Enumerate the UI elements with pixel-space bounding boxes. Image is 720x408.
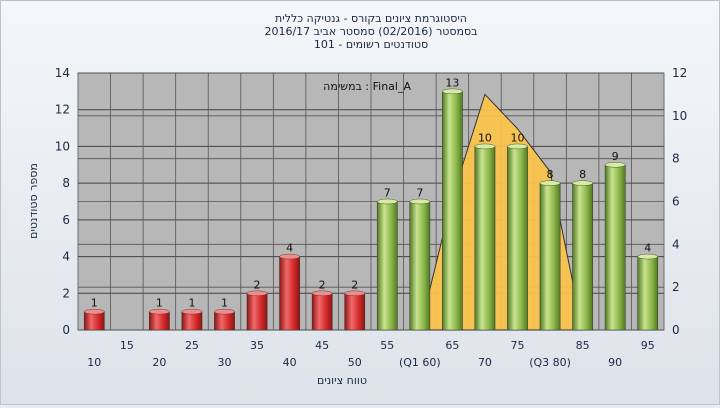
x-tick-label: 65 [445,339,459,352]
right-y-axis: 0 2 4 6 8 10 12 [672,66,687,337]
y-axis-title: מספר סטודנטים [27,163,40,239]
x-tick-label: (Q1 60) [399,356,441,369]
left-tick-label: 8 [62,176,70,190]
data-label-10: 1 [91,297,98,310]
data-label-80: 8 [547,168,554,181]
bar-cap-95 [637,253,659,260]
bar-75 [507,146,528,331]
data-label-90: 9 [612,150,619,163]
bar-10 [83,311,105,331]
x-tick-label: 35 [250,339,264,352]
data-label-55: 7 [384,187,391,200]
bar-cap-75 [507,143,528,150]
bar-cap-40 [279,253,300,260]
data-label-20: 1 [156,297,163,310]
x-tick-label: 40 [283,356,297,369]
data-label-45: 2 [319,278,326,291]
x-axis-title: טווח ציונים [317,374,367,387]
bar-cap-50 [344,290,366,296]
bar-cap-55 [376,198,398,205]
data-label-40: 4 [286,242,293,255]
bars [83,88,659,331]
left-tick-label: 6 [62,213,70,227]
x-tick-label: (Q3 80) [529,356,571,369]
x-tick-label: 25 [185,339,199,352]
right-tick-label: 2 [672,280,680,294]
x-tick-label: 95 [641,339,655,352]
left-tick-label: 12 [55,103,70,117]
data-label-35: 2 [254,278,261,291]
data-label-95: 4 [644,242,651,255]
data-label-65: 13 [445,76,459,89]
bar-90 [604,164,626,331]
left-tick-label: 14 [55,66,70,80]
bar-40 [279,256,300,331]
data-label-50: 2 [351,278,358,291]
right-tick-label: 8 [672,152,680,166]
left-tick-label: 2 [62,286,70,300]
x-tick-label: 50 [348,356,362,369]
right-tick-label: 12 [672,66,687,80]
data-label-60: 7 [416,187,423,200]
x-tick-label: 70 [478,356,492,369]
bar-cap-35 [246,290,268,296]
bar-60 [409,201,431,331]
bar-cap-80 [539,180,561,186]
bar-cap-10 [83,308,105,315]
bar-50 [344,293,366,331]
left-tick-label: 0 [62,323,70,337]
bar-55 [376,201,398,331]
x-tick-label: 75 [511,339,525,352]
left-tick-label: 4 [62,250,70,264]
x-tick-label: 45 [315,339,329,352]
x-tick-label: 10 [87,356,101,369]
data-label-85: 8 [579,168,586,181]
bar-cap-65 [442,88,463,95]
bar-70 [474,146,496,331]
x-axis: 10 15 20 25 30 35 40 45 50 55 (Q1 60) 65 70 75 (Q3 80)… [87,339,654,369]
chart-title: היסטוגרמת ציונים בקורס - גנטיקה כללית בס… [264,12,477,51]
data-label-75: 10 [511,131,525,144]
data-label-70: 10 [478,131,492,144]
bar-65 [442,91,463,331]
bar-85 [572,182,593,331]
bar-cap-20 [149,308,170,315]
data-label-25: 1 [188,297,195,310]
x-tick-label: 55 [380,339,394,352]
chart-title-line-1: היסטוגרמת ציונים בקורס - גנטיקה כללית [275,12,467,25]
bar-35 [246,293,268,331]
bar-cap-60 [409,198,431,205]
chart-title-line-3: סטודנטים רשומים - 101 [314,38,428,51]
bar-45 [311,293,333,331]
left-tick-label: 10 [55,139,70,153]
x-tick-label: 30 [218,356,232,369]
bar-cap-30 [214,308,235,315]
x-tick-label: 15 [120,339,134,352]
bar-30 [214,311,235,331]
bar-cap-85 [572,180,593,186]
bar-cap-45 [311,290,333,296]
bar-cap-70 [474,143,496,150]
bar-20 [149,311,170,331]
right-tick-label: 0 [672,323,680,337]
x-tick-label: 90 [608,356,622,369]
data-label-30: 1 [221,297,228,310]
bar-95 [637,256,659,331]
chart-title-line-2: בסמסטר (02/2016) סמסטר אביב 2016/17 [264,25,477,38]
bar-80 [539,182,561,331]
right-tick-label: 4 [672,237,680,251]
bar-25 [181,311,203,331]
data-labels: 1 1 1 1 2 4 2 2 7 7 13 10 10 8 8 9 4 [91,76,651,309]
x-tick-label: 20 [152,356,166,369]
left-y-axis: 0 2 4 6 8 10 12 14 [55,66,70,337]
right-tick-label: 6 [672,195,680,209]
bar-cap-90 [604,162,626,168]
right-tick-label: 10 [672,109,687,123]
chart-annotation: במשימה : Final_A [323,80,411,93]
bar-cap-25 [181,308,203,315]
x-tick-label: 85 [576,339,590,352]
